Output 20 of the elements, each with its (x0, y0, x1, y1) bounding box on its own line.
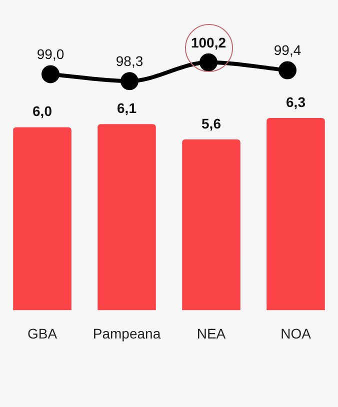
data-label: 98,3 (116, 52, 144, 69)
x-tick-label: Pampeana (92, 325, 161, 342)
bar (182, 139, 240, 310)
data-label: 99,0 (36, 46, 64, 62)
x-tick-label: GBA (27, 325, 58, 342)
data-label: 6,3 (286, 94, 306, 110)
data-label: 6,1 (117, 100, 137, 116)
point (200, 53, 218, 72)
data-label: 99,4 (274, 42, 302, 58)
bar (266, 118, 325, 310)
bar (13, 127, 72, 310)
bar (98, 124, 156, 310)
point (278, 61, 296, 80)
point (42, 65, 60, 84)
point (120, 72, 138, 90)
data-label: 100,2 (190, 34, 226, 50)
x-tick-label: NOA (280, 325, 312, 342)
data-label: 6,0 (32, 103, 52, 120)
x-tick-label: NEA (196, 325, 226, 342)
data-label: 5,6 (202, 115, 222, 132)
